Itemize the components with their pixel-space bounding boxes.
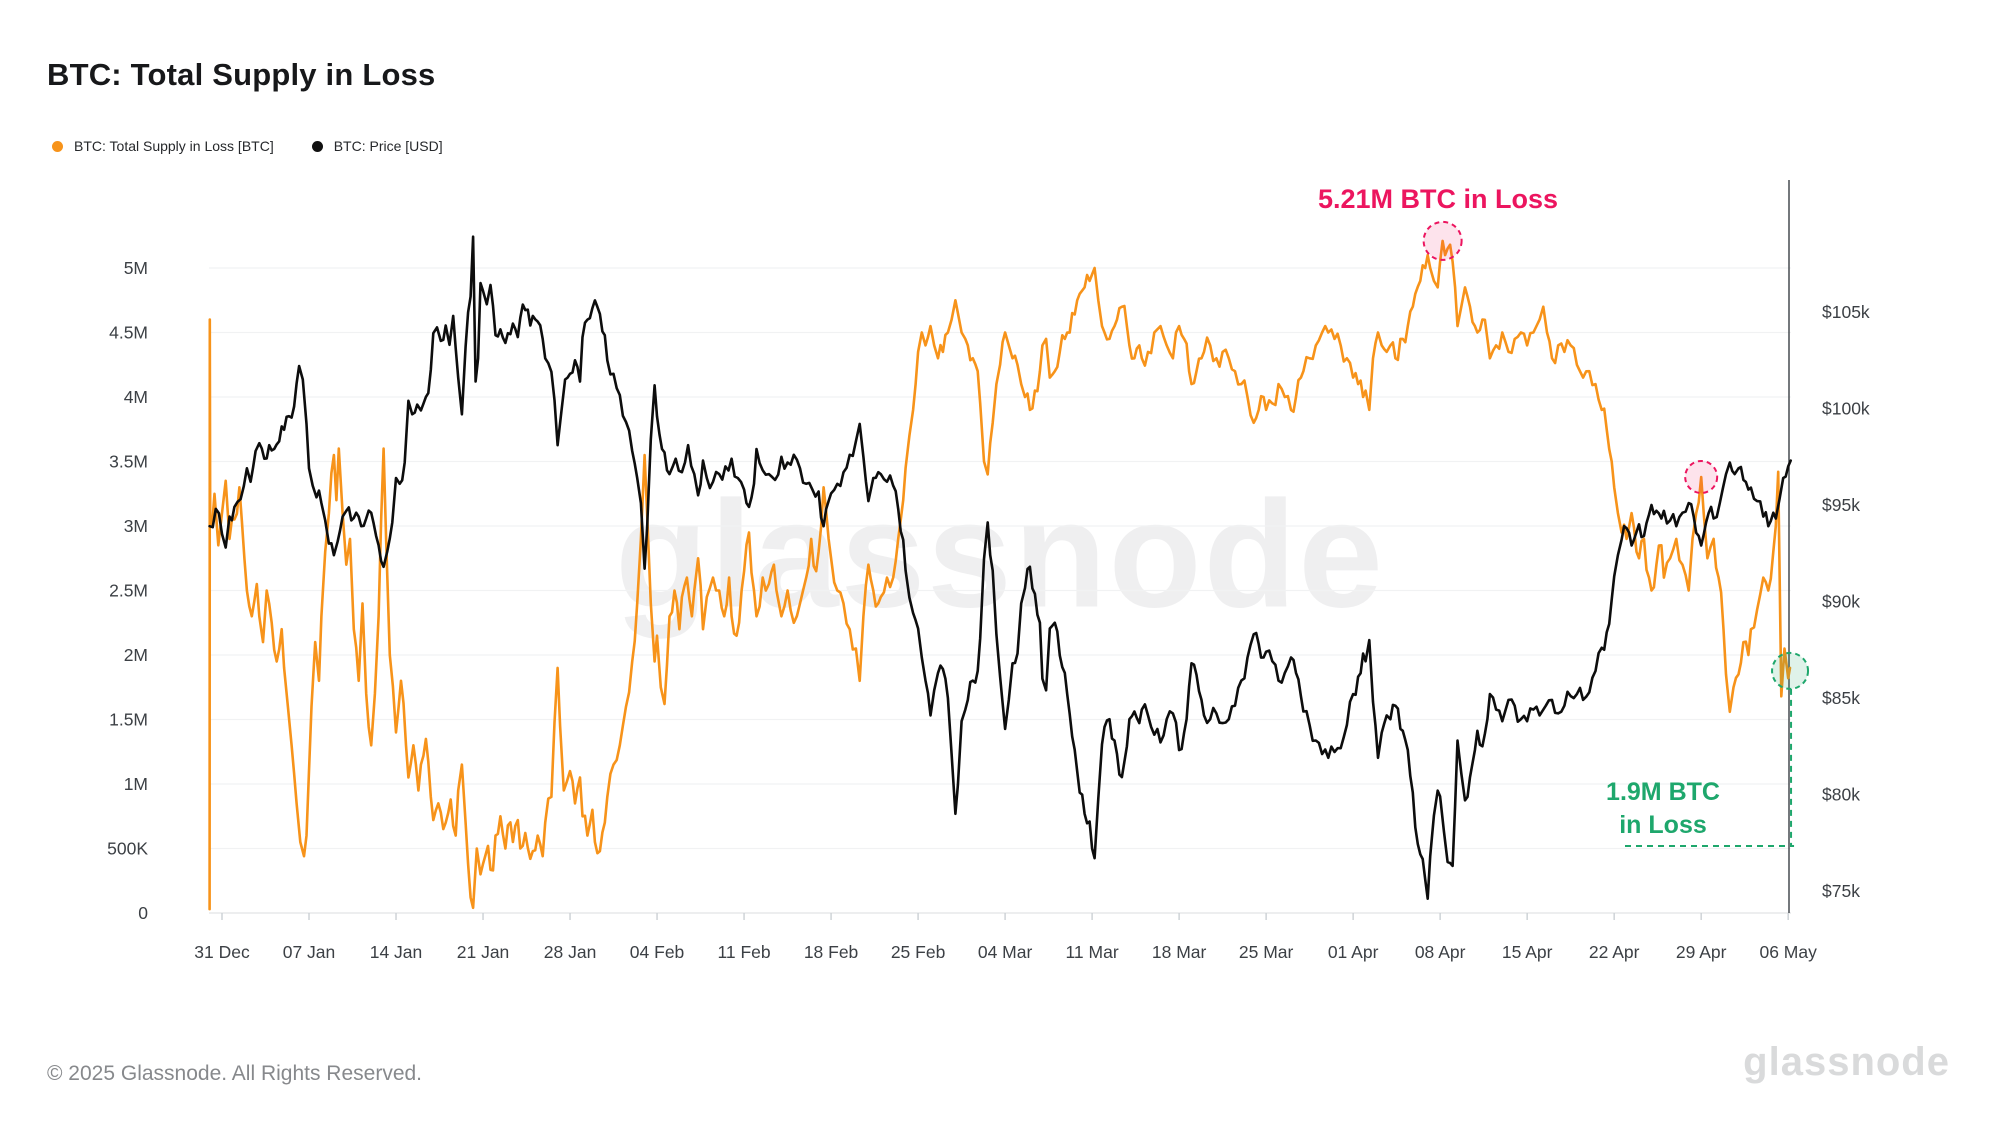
y-axis-left-label: 0 — [138, 903, 148, 923]
x-axis-label: 31 Dec — [194, 942, 250, 962]
y-axis-left-label: 4.5M — [109, 323, 148, 343]
y-axis-left-label: 500K — [107, 839, 148, 859]
legend-label: BTC: Price [USD] — [333, 138, 443, 154]
y-axis-left-label: 3M — [124, 516, 148, 536]
chart-legend: BTC: Total Supply in Loss [BTC] BTC: Pri… — [52, 138, 443, 154]
y-axis-left-label: 1M — [124, 774, 148, 794]
x-axis-label: 08 Apr — [1415, 942, 1466, 962]
y-axis-right-label: $105k — [1822, 302, 1870, 322]
y-axis-right-label: $75k — [1822, 881, 1860, 901]
x-axis-label: 28 Jan — [544, 942, 597, 962]
legend-label: BTC: Total Supply in Loss [BTC] — [74, 138, 274, 154]
legend-dot-black-icon — [311, 140, 323, 152]
secondary-annotation-circle — [1684, 459, 1719, 494]
x-axis-label: 04 Feb — [630, 942, 684, 962]
y-axis-right-label: $90k — [1822, 592, 1860, 612]
y-axis-left-label: 4M — [124, 387, 148, 407]
annotation-end-line1: 1.9M BTC — [1606, 778, 1720, 806]
peak-annotation-circle — [1422, 220, 1463, 261]
x-axis-label: 11 Mar — [1066, 942, 1119, 962]
y-axis-right-label: $80k — [1822, 785, 1860, 805]
x-axis-label: 21 Jan — [457, 942, 510, 962]
y-axis-left-label: 1.5M — [109, 710, 148, 730]
end-annotation-circle — [1771, 651, 1810, 690]
y-axis-right-label: $100k — [1822, 399, 1870, 419]
supply-in-loss-line — [208, 239, 1792, 911]
x-axis-label: 04 Mar — [978, 942, 1033, 962]
price-line — [208, 235, 1792, 900]
legend-dot-orange-icon — [52, 140, 63, 152]
annotation-end-label: 1.9M BTC in Loss — [1606, 776, 1720, 842]
x-axis-label: 06 May — [1759, 942, 1817, 962]
y-axis-left-label: 2M — [124, 645, 148, 665]
x-axis-label: 14 Jan — [370, 942, 423, 962]
legend-item-price[interactable]: BTC: Price [USD] — [311, 138, 443, 154]
glassnode-logo: glassnode — [1743, 1040, 1950, 1084]
x-axis-label: 18 Mar — [1152, 942, 1207, 962]
x-axis-label: 15 Apr — [1502, 942, 1553, 962]
x-axis-label: 25 Mar — [1239, 942, 1294, 962]
y-axis-left-label: 2.5M — [109, 581, 148, 601]
annotation-end-line2: in Loss — [1619, 811, 1707, 839]
y-axis-right-label: $95k — [1822, 495, 1860, 515]
x-axis-label: 18 Feb — [804, 942, 858, 962]
annotation-peak-label: 5.21M BTC in Loss — [1317, 184, 1559, 214]
y-axis-left-label: 5M — [124, 258, 148, 278]
y-axis-left-label: 3.5M — [109, 452, 148, 472]
x-axis-label: 01 Apr — [1328, 942, 1379, 962]
x-axis-label: 25 Feb — [891, 942, 945, 962]
x-axis-label: 29 Apr — [1676, 942, 1727, 962]
legend-item-supply-in-loss[interactable]: BTC: Total Supply in Loss [BTC] — [52, 138, 274, 154]
copyright-text: © 2025 Glassnode. All Rights Reserved. — [47, 1062, 423, 1085]
x-axis-label: 22 Apr — [1589, 942, 1640, 962]
page-title: BTC: Total Supply in Loss — [47, 56, 436, 92]
x-axis-label: 07 Jan — [283, 942, 336, 962]
x-axis-label: 11 Feb — [717, 942, 770, 962]
y-axis-right-label: $85k — [1822, 688, 1860, 708]
